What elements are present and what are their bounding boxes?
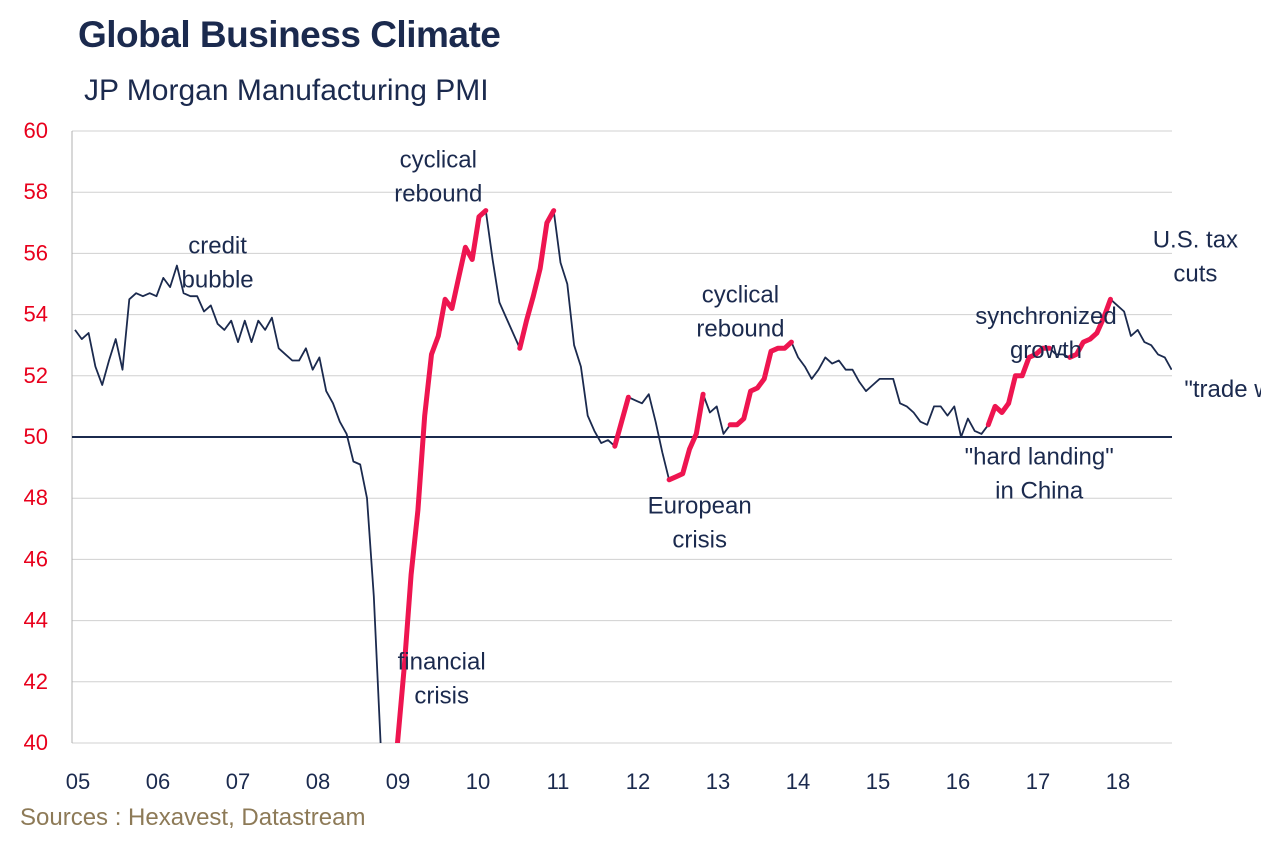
annotation-label: crisis bbox=[414, 683, 469, 710]
x-tick-label: 10 bbox=[466, 769, 490, 794]
annotation-label: synchronized bbox=[975, 303, 1116, 330]
source-note: Sources : Hexavest, Datastream bbox=[20, 804, 366, 831]
y-tick-label: 50 bbox=[24, 424, 48, 449]
highlight-segment bbox=[727, 339, 794, 428]
annotation-label: cyclical bbox=[702, 281, 779, 308]
annotation-label: in China bbox=[995, 478, 1084, 505]
highlight-segment bbox=[1067, 296, 1113, 360]
annotation-label: European bbox=[648, 493, 752, 520]
annotation-label: cyclical bbox=[400, 147, 477, 174]
y-tick-label: 60 bbox=[24, 118, 48, 143]
x-tick-label: 15 bbox=[866, 769, 890, 794]
highlight-segment bbox=[1006, 345, 1052, 406]
y-tick-label: 56 bbox=[24, 240, 48, 265]
annotation-label: growth bbox=[1010, 337, 1082, 364]
series-group bbox=[74, 208, 1172, 743]
annotation-label: crisis bbox=[672, 527, 727, 554]
x-tick-label: 09 bbox=[386, 769, 410, 794]
x-tick-label: 11 bbox=[547, 769, 570, 794]
pmi-series-line bbox=[74, 209, 1172, 743]
x-tick-label: 16 bbox=[946, 769, 970, 794]
annotation-label: rebound bbox=[394, 181, 482, 208]
annotation-label: credit bbox=[188, 232, 247, 259]
annotation-label: cuts bbox=[1173, 260, 1217, 287]
y-tick-label: 42 bbox=[24, 669, 48, 694]
annotation-label: "trade war" bbox=[1184, 376, 1261, 403]
y-tick-label: 52 bbox=[24, 363, 48, 388]
x-tick-label: 17 bbox=[1026, 769, 1050, 794]
y-tick-label: 58 bbox=[24, 179, 48, 204]
y-tick-label: 44 bbox=[24, 608, 48, 633]
y-tick-label: 48 bbox=[24, 485, 48, 510]
annotation-label: "hard landing" bbox=[965, 444, 1114, 471]
x-tick-label: 07 bbox=[226, 769, 250, 794]
x-tick-label: 05 bbox=[66, 769, 90, 794]
x-tick-label: 18 bbox=[1106, 769, 1130, 794]
x-tick-label: 06 bbox=[146, 769, 170, 794]
y-tick-label: 40 bbox=[24, 730, 48, 755]
annotation-label: U.S. tax bbox=[1153, 226, 1238, 253]
annotation-label: rebound bbox=[696, 315, 784, 342]
x-tick-label: 14 bbox=[786, 769, 810, 794]
x-tick-label: 08 bbox=[306, 769, 330, 794]
highlight-segment bbox=[985, 400, 1012, 428]
annotation-label: financial bbox=[398, 649, 486, 676]
highlight-segment bbox=[394, 208, 489, 743]
annotation-label: bubble bbox=[182, 266, 254, 293]
chart-subtitle: JP Morgan Manufacturing PMI bbox=[84, 74, 489, 107]
chart-title: Global Business Climate bbox=[78, 14, 501, 55]
x-tick-label: 12 bbox=[626, 769, 650, 794]
y-tick-label: 46 bbox=[24, 546, 48, 571]
highlight-segment bbox=[612, 394, 631, 449]
highlight-segment bbox=[517, 208, 557, 351]
x-tick-label: 13 bbox=[706, 769, 730, 794]
highlight-segment bbox=[666, 391, 706, 483]
y-tick-label: 54 bbox=[24, 302, 48, 327]
